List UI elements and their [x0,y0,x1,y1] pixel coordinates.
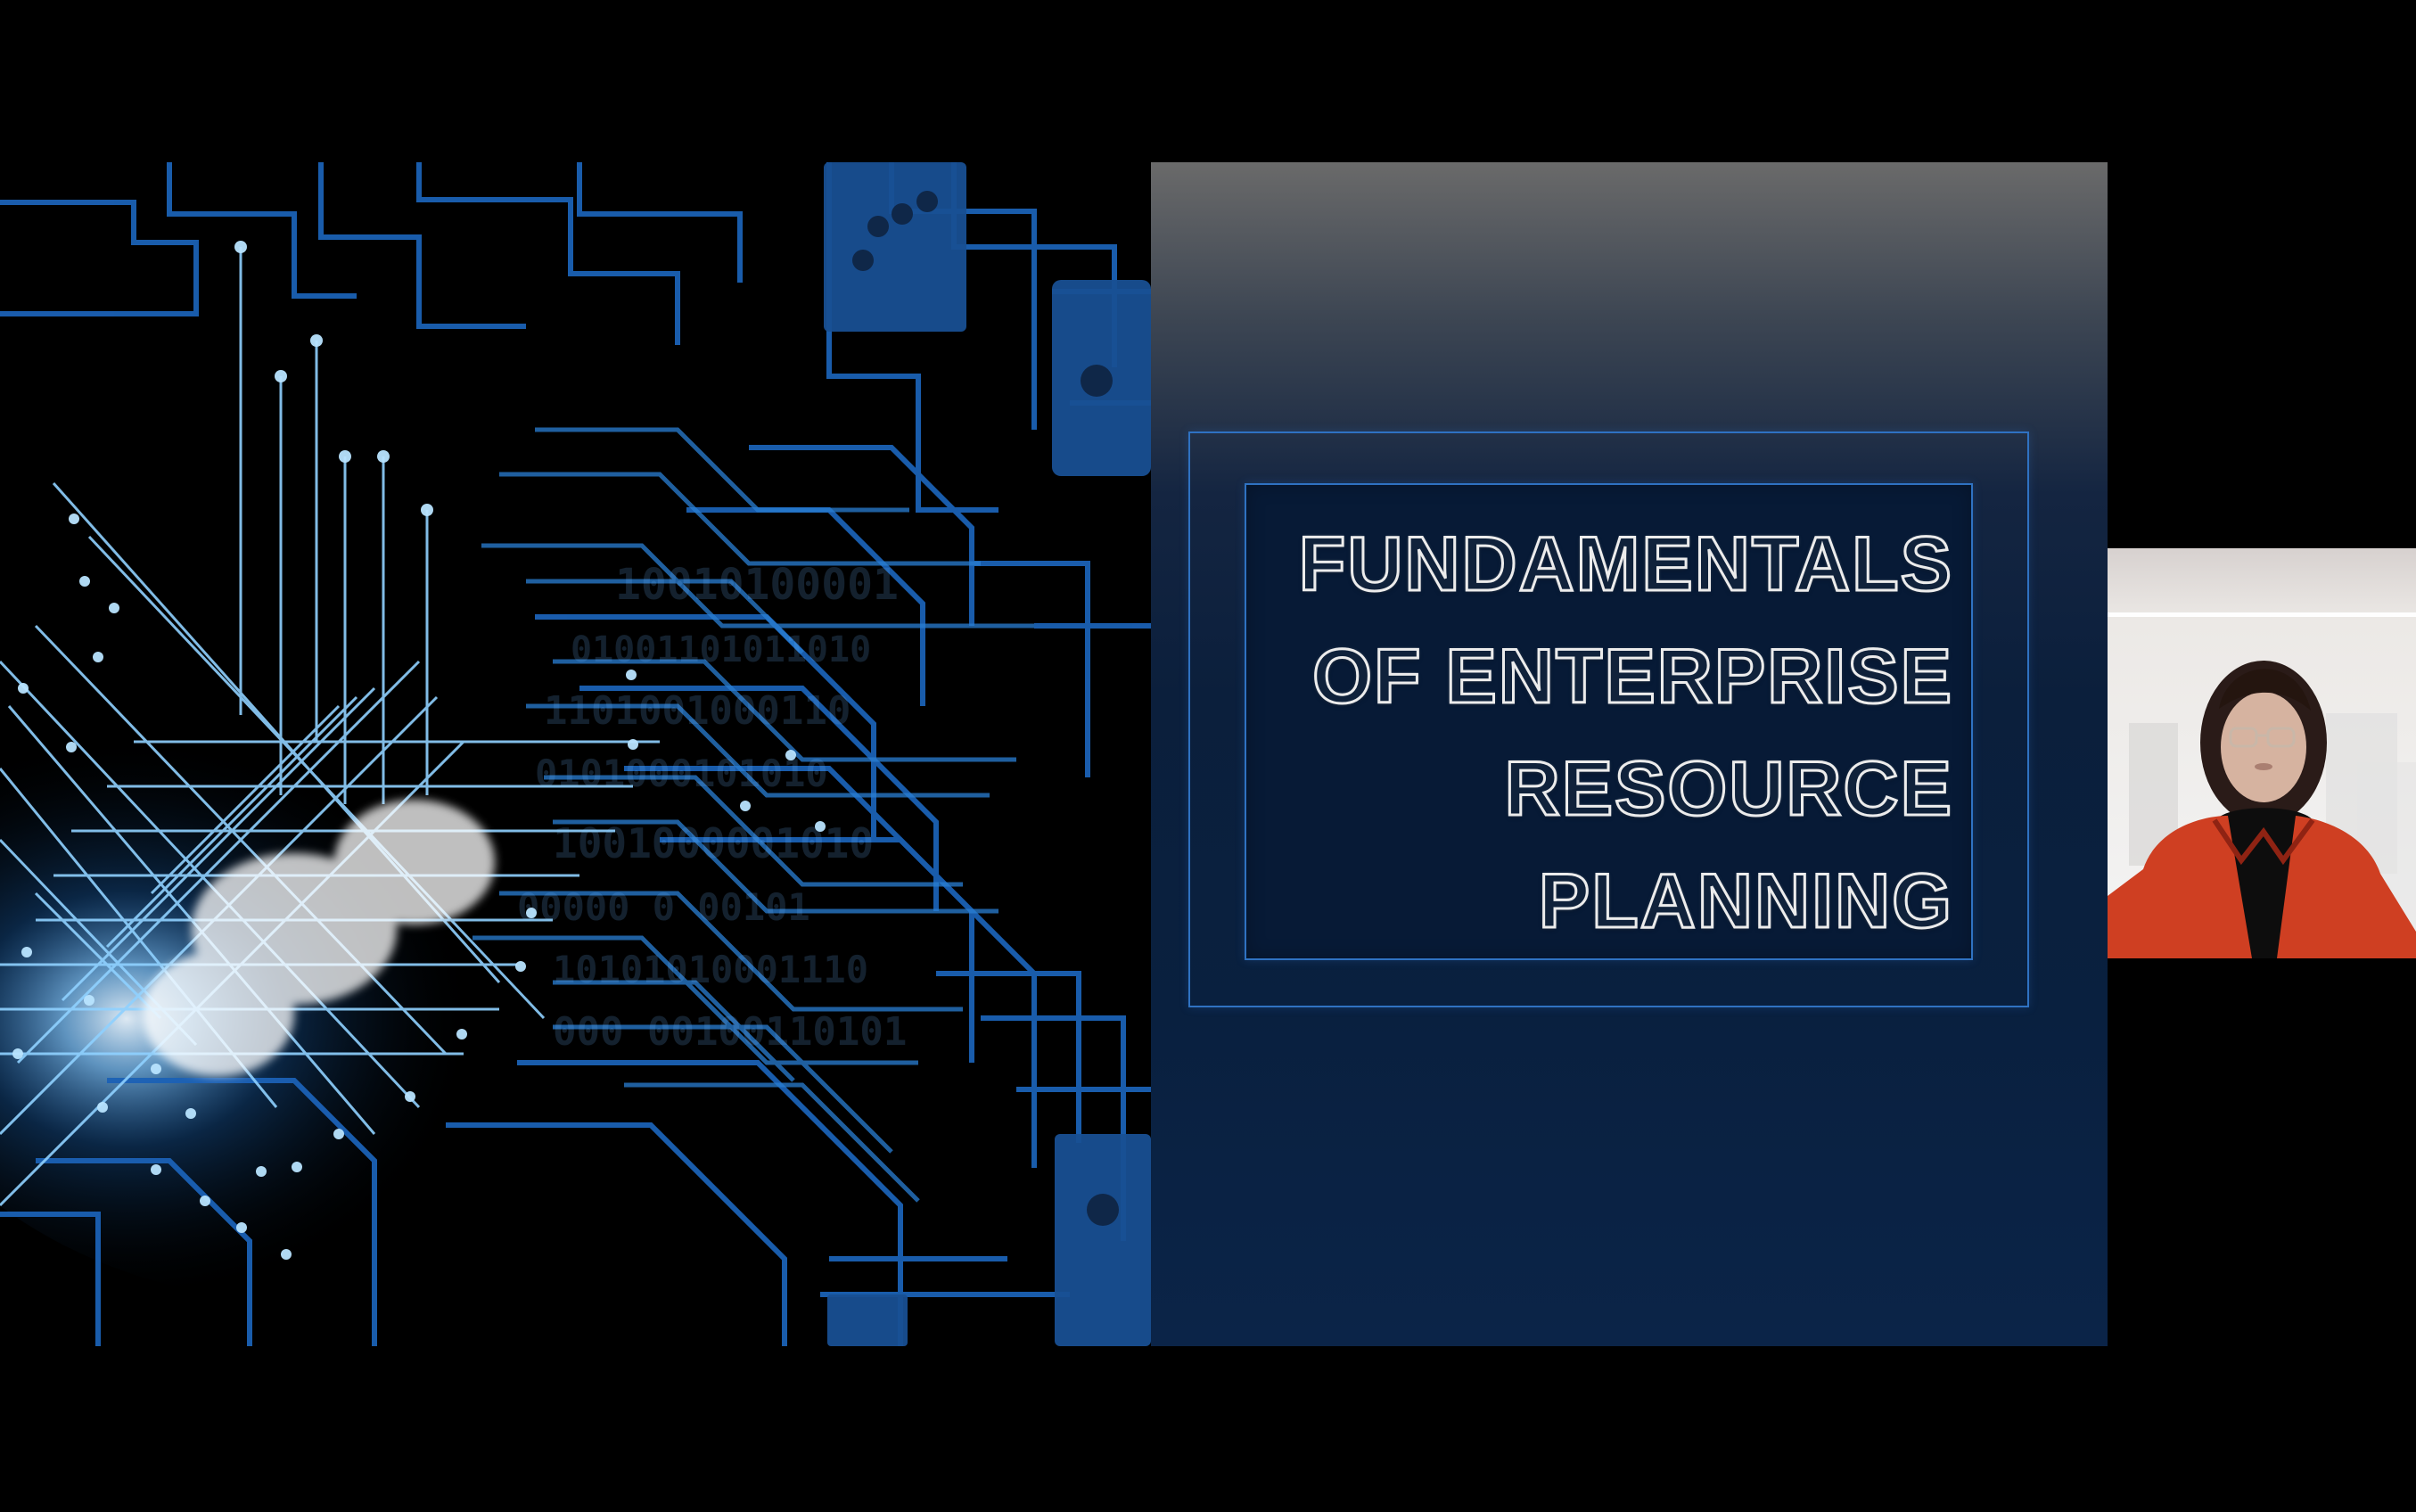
slide-title-line-2: OF ENTERPRISE [1311,633,1953,721]
circuit-board-art: 10010100001 01001101011010 1101001000110… [0,162,1151,1346]
inner-title-frame: FUNDAMENTALS OF ENTERPRISE RESOURCE PLAN… [1245,483,1973,960]
slide-title: FUNDAMENTALS OF ENTERPRISE RESOURCE PLAN… [1267,508,1953,957]
presenter-video [2108,548,2416,958]
svg-text:00000 0 00101: 00000 0 00101 [517,885,810,929]
svg-text:01001101011010: 01001101011010 [571,629,871,670]
svg-text:1101001000110: 1101001000110 [544,688,851,734]
slide-title-line-3: RESOURCE [1503,745,1953,834]
svg-text:10010100001: 10010100001 [615,560,899,610]
svg-text:10101010001110: 10101010001110 [553,948,868,991]
outer-title-frame [1188,431,2029,1007]
slide-title-line-4: PLANNING [1537,858,1953,946]
svg-text:0101000101010: 0101000101010 [535,752,828,795]
svg-text:000 00100110101: 000 00100110101 [553,1009,907,1055]
slide-title-line-1: FUNDAMENTALS [1297,521,1953,609]
slide: 10010100001 01001101011010 1101001000110… [0,162,2108,1346]
svg-text:1001000001010: 1001000001010 [553,819,874,867]
title-panel: FUNDAMENTALS OF ENTERPRISE RESOURCE PLAN… [1151,162,2108,1346]
